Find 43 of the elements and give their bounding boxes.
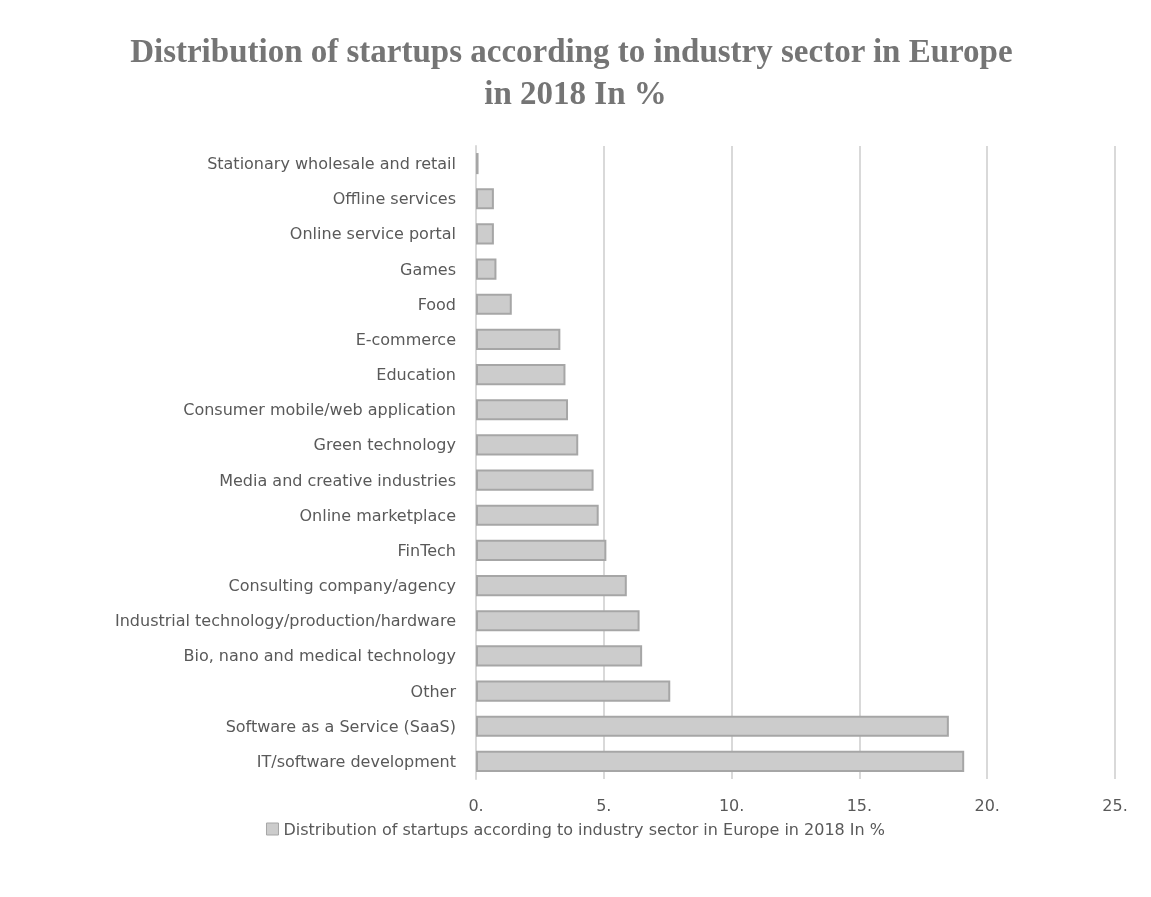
- bar: [476, 715, 949, 737]
- chart-title: Distribution of startups according to industry sector in Europe in 2018 In %: [130, 33, 1021, 111]
- y-tick-label: Stationary wholesale and retail: [207, 154, 456, 174]
- y-tick-label: Green technology: [313, 435, 456, 455]
- x-tick-label: 20.: [974, 795, 1000, 815]
- bar: [476, 258, 497, 280]
- y-tick-label: Online marketplace: [299, 505, 456, 525]
- y-tick-label: Bio, nano and medical technology: [183, 646, 456, 666]
- y-tick-label: Industrial technology/production/hardware: [114, 611, 456, 631]
- bar: [476, 504, 599, 526]
- y-tick-label: Food: [417, 294, 456, 314]
- bar: [476, 293, 512, 315]
- y-tick-label: Online service portal: [289, 224, 456, 244]
- bar: [476, 364, 566, 386]
- y-tick-label: Software as a Service (SaaS): [225, 716, 456, 736]
- bar: [476, 575, 627, 597]
- legend-label: Distribution of startups according to industry sector in Europe in 2018 In %: [283, 819, 886, 839]
- y-tick-label: Media and creative industries: [219, 470, 456, 490]
- bar: [476, 610, 640, 632]
- y-tick-label: Consulting company/agency: [228, 576, 456, 596]
- bar: [476, 750, 965, 772]
- bar: [476, 539, 607, 561]
- y-tick-label: IT/software development: [256, 751, 456, 771]
- bar: [476, 223, 494, 245]
- y-tick-label: Consumer mobile/web application: [183, 400, 456, 420]
- x-tick-label: 5.: [596, 795, 612, 815]
- bar: [476, 680, 671, 702]
- y-tick-label: FinTech: [397, 540, 456, 560]
- y-tick-label: Offline services: [332, 189, 456, 209]
- bar: [476, 328, 561, 350]
- bar: [476, 434, 579, 456]
- x-tick-label: 25.: [1102, 795, 1128, 815]
- x-tick-label: 0.: [468, 795, 484, 815]
- bar: [476, 399, 569, 421]
- x-tick-label: 15.: [846, 795, 873, 815]
- y-tick-label: E-commerce: [355, 329, 456, 349]
- y-tick-label: Education: [376, 365, 456, 385]
- y-tick-label: Games: [400, 259, 456, 279]
- bar: [476, 469, 594, 491]
- bar: [476, 188, 494, 210]
- y-tick-label: Other: [410, 681, 457, 701]
- x-tick-label: 10.: [718, 795, 745, 815]
- bar: [476, 645, 643, 667]
